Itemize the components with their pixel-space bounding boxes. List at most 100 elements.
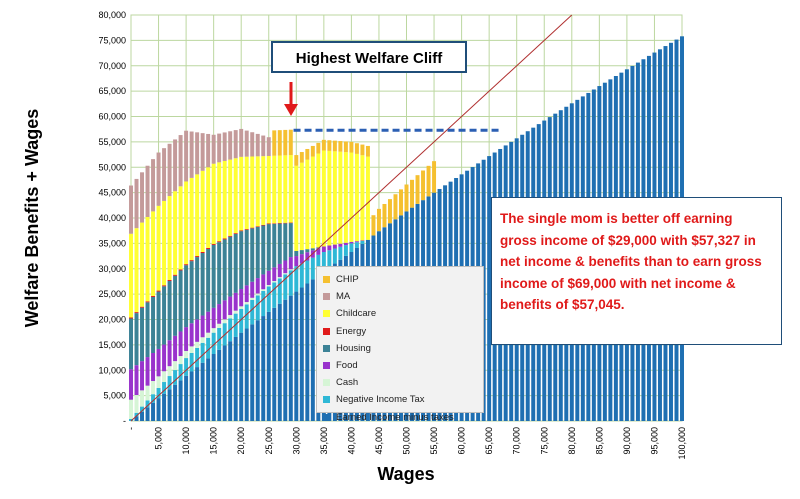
- bar-segment: [228, 315, 233, 319]
- bar-segment: [222, 345, 227, 421]
- bar-segment: [266, 137, 271, 156]
- bar-segment: [283, 222, 288, 224]
- bar-segment: [239, 231, 244, 290]
- x-axis-title: Wages: [377, 464, 434, 484]
- y-tick-label: 40,000: [98, 213, 126, 223]
- legend-item: Cash: [323, 374, 477, 391]
- y-tick-label: 45,000: [98, 188, 126, 198]
- bar-segment: [206, 248, 211, 312]
- bar-segment: [239, 332, 244, 421]
- bar-segment: [487, 156, 492, 421]
- bar-segment: [266, 284, 271, 287]
- bar-segment: [277, 278, 282, 304]
- bar-segment: [167, 389, 172, 421]
- bar-segment: [310, 248, 315, 251]
- bar-segment: [421, 170, 426, 201]
- bar-segment: [393, 194, 398, 220]
- bar-segment: [310, 279, 315, 421]
- bar-segment: [129, 185, 133, 234]
- bar-segment: [266, 286, 271, 312]
- bar-segment: [272, 155, 277, 224]
- bar-segment: [134, 395, 139, 413]
- x-tick-label: 100,000: [677, 427, 687, 460]
- bar-segment: [321, 246, 326, 252]
- bar-segment: [332, 248, 337, 264]
- legend-swatch: [323, 310, 330, 318]
- bar-segment: [184, 130, 189, 182]
- bar-segment: [266, 270, 271, 285]
- legend-label: Childcare: [336, 308, 377, 320]
- bar-segment: [299, 254, 304, 264]
- bar-segment: [255, 226, 260, 279]
- bar-segment: [151, 394, 156, 403]
- bar-segment: [145, 400, 150, 408]
- bar-segment: [255, 133, 260, 157]
- bar-segment: [277, 155, 282, 224]
- bar-segment: [189, 346, 194, 353]
- legend-label: CHIP: [336, 274, 359, 286]
- bar-segment: [310, 156, 315, 249]
- bar-segment: [250, 227, 255, 229]
- bar-segment: [299, 162, 304, 251]
- bar-segment: [244, 285, 249, 303]
- bar-segment: [338, 151, 343, 244]
- bar-segment: [261, 274, 266, 290]
- bar-segment: [151, 296, 156, 353]
- y-tick-label: 15,000: [98, 340, 126, 350]
- bar-segment: [321, 139, 326, 151]
- bar-segment: [332, 244, 337, 249]
- bar-segment: [195, 367, 200, 421]
- bar-segment: [365, 156, 370, 240]
- bar-segment: [129, 418, 133, 421]
- bar-segment: [272, 267, 277, 282]
- x-tick-label: -: [126, 427, 136, 430]
- bar-segment: [321, 150, 326, 247]
- bar-segment: [294, 266, 299, 292]
- bar-segment: [206, 167, 211, 248]
- legend-item: MA: [323, 288, 477, 305]
- bar-segment: [145, 301, 150, 303]
- bar-segment: [195, 257, 200, 320]
- bar-segment: [365, 145, 370, 157]
- bar-segment: [288, 295, 293, 421]
- bar-segment: [343, 141, 348, 153]
- y-axis-ticks: - 5,000 10,000 15,000 20,000 25,000 30,000 35,0…: [98, 10, 126, 426]
- bar-segment: [222, 300, 227, 320]
- bar-segment: [134, 365, 139, 396]
- bar-segment: [233, 310, 238, 314]
- legend-label: Negative Income Tax: [336, 394, 425, 406]
- bar-segment: [255, 320, 260, 421]
- bar-segment: [195, 132, 200, 175]
- bar-segment: [415, 175, 420, 204]
- bar-segment: [173, 335, 178, 362]
- bar-segment: [206, 332, 211, 338]
- bar-segment: [272, 223, 277, 224]
- bar-segment: [129, 317, 133, 319]
- bar-segment: [261, 224, 266, 226]
- bar-segment: [140, 411, 145, 421]
- bar-segment: [272, 130, 277, 156]
- bar-segment: [277, 130, 282, 156]
- bar-segment: [195, 319, 200, 342]
- bar-segment: [167, 340, 172, 367]
- bar-segment: [283, 129, 288, 156]
- bar-segment: [134, 228, 139, 313]
- bar-segment: [134, 412, 139, 417]
- bar-segment: [327, 250, 332, 268]
- bar-segment: [140, 306, 145, 308]
- x-tick-label: 30,000: [291, 427, 301, 455]
- y-tick-label: 30,000: [98, 264, 126, 274]
- bar-segment: [233, 233, 238, 293]
- bar-segment: [250, 281, 255, 298]
- bar-segment: [145, 302, 150, 358]
- legend-label: Housing: [336, 342, 371, 354]
- bar-segment: [316, 248, 321, 255]
- x-tick-label: 65,000: [484, 427, 494, 455]
- bar-segment: [145, 407, 150, 421]
- legend-label: MA: [336, 291, 351, 303]
- bar-segment: [294, 165, 299, 251]
- x-tick-label: 35,000: [319, 427, 329, 455]
- bar-segment: [178, 356, 183, 365]
- x-tick-label: 50,000: [402, 427, 412, 455]
- x-tick-label: 85,000: [594, 427, 604, 455]
